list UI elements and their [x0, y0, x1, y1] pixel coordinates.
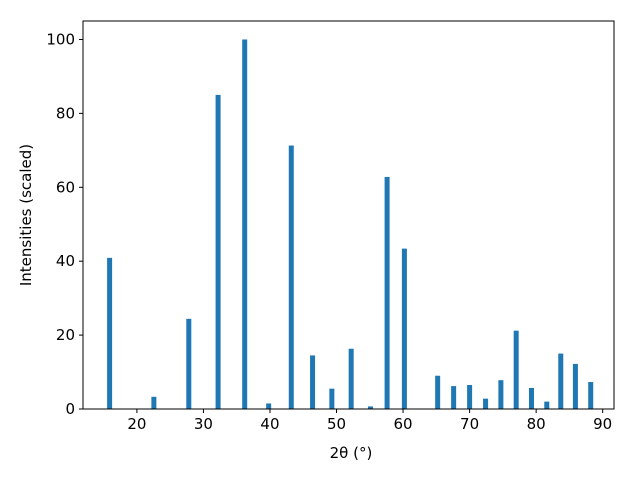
y-tick-label: 60 [56, 178, 75, 196]
bar [467, 384, 473, 409]
bar [329, 388, 335, 409]
y-tick-label: 0 [65, 400, 75, 418]
y-axis-label: Intensities (scaled) [17, 144, 35, 286]
bar [151, 396, 157, 409]
bar [384, 176, 390, 409]
bar [186, 318, 192, 409]
x-tick-label: 60 [394, 415, 413, 433]
bar [544, 401, 550, 409]
plot-frame [82, 20, 615, 410]
bar [588, 382, 594, 409]
bar [215, 94, 221, 410]
x-tick-label: 80 [527, 415, 546, 433]
x-tick-label: 90 [593, 415, 612, 433]
bar [558, 353, 564, 409]
y-tick-label: 100 [46, 30, 75, 48]
bar [498, 380, 504, 409]
bar [435, 375, 441, 409]
bar [513, 330, 519, 409]
x-tick-label: 50 [327, 415, 346, 433]
bar [242, 39, 248, 409]
x-tick-label: 70 [460, 415, 479, 433]
bar [107, 257, 113, 409]
bar [528, 387, 534, 409]
x-tick-label: 30 [194, 415, 213, 433]
bar [288, 145, 294, 409]
y-tick-label: 80 [56, 104, 75, 122]
bar [483, 398, 489, 409]
x-tick-label: 40 [260, 415, 279, 433]
bar [348, 348, 354, 409]
x-axis-label: 2θ (°) [330, 444, 373, 462]
bar [451, 386, 457, 409]
bar [572, 363, 578, 409]
bar [401, 248, 407, 409]
bar [266, 403, 272, 409]
x-tick-label: 20 [127, 415, 146, 433]
y-tick-label: 20 [56, 326, 75, 344]
y-tick-label: 40 [56, 252, 75, 270]
bar [310, 355, 316, 409]
bar [367, 406, 373, 409]
